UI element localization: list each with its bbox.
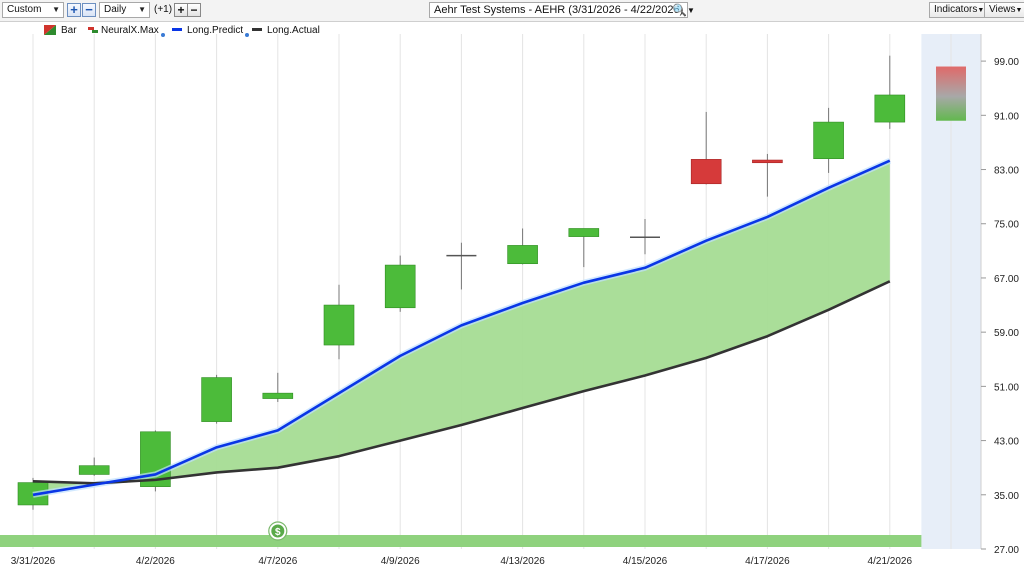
chevron-down-icon: ▼ — [977, 7, 985, 14]
chart-toolbar: Custom ▼ + − Daily ▼ (+1) + − Aehr Test … — [0, 0, 1024, 22]
chart-title[interactable]: Aehr Test Systems - AEHR (3/31/2026 - 4/… — [429, 2, 689, 18]
candle — [78, 457, 110, 476]
neuralx-icon — [88, 27, 98, 34]
candle-body — [813, 121, 844, 159]
offset-plus-button[interactable]: + — [174, 3, 188, 17]
minus-icon: − — [85, 2, 93, 17]
y-tick-label: 67.00 — [994, 274, 1019, 285]
candle — [813, 107, 844, 173]
candle — [630, 218, 660, 255]
legend-item-neuralx[interactable]: NeuralX.Max — [88, 25, 165, 37]
x-tick-label: 3/31/2026 — [11, 556, 56, 567]
x-tick-label: 4/2/2026 — [136, 556, 175, 567]
chevron-down-icon: ▼ — [52, 5, 60, 14]
legend-item-long-predict[interactable]: Long.Predict — [172, 25, 250, 37]
views-label: Views — [989, 4, 1016, 15]
y-tick-label: 75.00 — [994, 220, 1019, 231]
indicators-label: Indicators — [934, 4, 978, 15]
x-tick-label: 4/13/2026 — [500, 556, 545, 567]
candle-body — [78, 465, 110, 475]
candle — [323, 284, 355, 360]
candle — [690, 111, 722, 185]
signal-marker-dollar[interactable]: $ — [268, 521, 288, 541]
period-select[interactable]: Custom ▼ — [2, 2, 64, 18]
candle — [507, 228, 538, 265]
chevron-down-icon: ▼ — [1015, 7, 1023, 14]
x-tick-label: 4/15/2026 — [623, 556, 668, 567]
zoom-out-button[interactable]: − — [82, 3, 96, 17]
candle — [874, 55, 906, 129]
candle — [752, 153, 783, 197]
legend-label: Bar — [61, 25, 77, 36]
y-tick-label: 83.00 — [994, 166, 1019, 177]
candle-body — [874, 94, 906, 123]
zoom-in-button[interactable]: + — [67, 3, 81, 17]
dollar-icon-fill — [271, 524, 285, 538]
y-tick-label: 59.00 — [994, 328, 1019, 339]
plus-icon: + — [177, 3, 185, 17]
interval-select-value: Daily — [104, 4, 127, 15]
x-tick-label: 4/21/2026 — [868, 556, 913, 567]
y-tick-label: 51.00 — [994, 382, 1019, 393]
legend-item-long-actual[interactable]: Long.Actual — [252, 25, 320, 37]
chevron-down-icon: ▼ — [686, 5, 695, 15]
candle — [140, 430, 171, 492]
long-actual-line — [32, 280, 891, 485]
dot-icon — [245, 33, 250, 37]
candle — [201, 374, 232, 424]
candle-body — [201, 377, 232, 422]
candle-body — [507, 245, 538, 265]
views-button[interactable]: Views▼ — [984, 2, 1024, 18]
search-button[interactable]: 🔍▼ — [672, 2, 698, 18]
bar-icon — [44, 25, 56, 36]
legend-label: NeuralX.Max — [101, 25, 159, 36]
legend-label: Long.Predict — [187, 25, 244, 36]
dollar-icon-label: $ — [275, 527, 281, 538]
line-blue-icon — [172, 28, 182, 32]
x-tick-label: 4/7/2026 — [258, 556, 297, 567]
candle-body — [568, 228, 600, 237]
period-select-value: Custom — [7, 4, 42, 15]
y-tick-label: 91.00 — [994, 111, 1019, 122]
search-icon: 🔍 — [672, 3, 687, 17]
offset-minus-button[interactable]: − — [187, 3, 201, 17]
candle — [262, 372, 294, 402]
chart-legend: Bar NeuralX.Max Long.Predict Long.Actual — [0, 22, 900, 40]
line-dark-icon — [252, 28, 262, 32]
dot-icon — [160, 33, 165, 37]
minus-icon: − — [190, 3, 198, 17]
candle — [384, 255, 416, 312]
candle — [446, 242, 477, 290]
long-predict-line — [32, 159, 891, 497]
y-tick-label: 35.00 — [994, 491, 1019, 502]
candle-body — [262, 392, 294, 399]
x-tick-label: 4/9/2026 — [381, 556, 420, 567]
signal-strip — [0, 535, 922, 547]
candle-body — [384, 264, 416, 309]
plus-icon: + — [70, 2, 78, 17]
legend-label: Long.Actual — [267, 25, 320, 36]
legend-item-bar[interactable]: Bar — [44, 25, 77, 37]
offset-label: (+1) — [154, 4, 173, 15]
candle-body — [323, 304, 355, 346]
price-chart[interactable]: 99.00 91.00 83.00 75.00 67.00 59.00 51.00 43.00… — [0, 22, 1024, 574]
candle-body — [752, 159, 783, 164]
interval-select[interactable]: Daily ▼ — [99, 2, 150, 18]
y-tick-label: 43.00 — [994, 437, 1019, 448]
indicators-button[interactable]: Indicators▼ — [929, 2, 990, 18]
y-tick-label: 99.00 — [994, 57, 1019, 68]
y-tick-label: 27.00 — [994, 545, 1019, 556]
neuralx-max-bar — [936, 66, 966, 121]
candle-body — [690, 159, 722, 185]
x-tick-label: 4/17/2026 — [745, 556, 790, 567]
candle — [568, 228, 600, 268]
chevron-down-icon: ▼ — [138, 5, 146, 14]
